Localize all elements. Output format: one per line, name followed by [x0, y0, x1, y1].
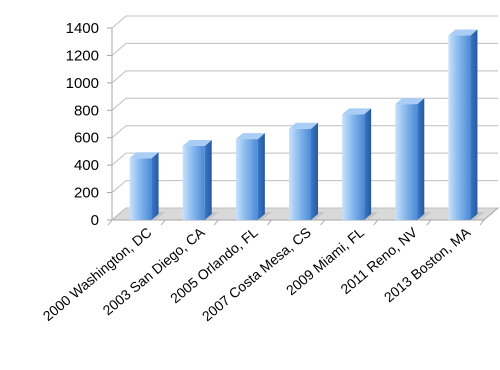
bar-front — [342, 114, 365, 220]
gridline — [111, 97, 498, 111]
y-tick-label: 1200 — [66, 47, 99, 64]
y-tick-label: 400 — [74, 157, 99, 174]
bar-side — [257, 133, 265, 220]
y-tick-label: 1000 — [66, 75, 99, 92]
y-tick-label: 200 — [74, 185, 99, 202]
x-tick-mark — [267, 219, 272, 226]
gridline — [111, 207, 498, 221]
bar-front — [448, 35, 471, 220]
bars — [129, 29, 485, 220]
x-tick-mark — [479, 219, 485, 226]
bar-side — [470, 29, 478, 220]
bar-front — [235, 139, 258, 220]
bar-top — [129, 152, 159, 159]
bar-top — [289, 122, 318, 129]
bar-top — [235, 133, 265, 140]
x-tick-label: 2003 San Diego, CA — [100, 224, 209, 319]
y-tick-label: 800 — [74, 102, 99, 119]
y-tick-label: 1400 — [66, 20, 99, 37]
gridlines — [111, 15, 498, 221]
gridline — [111, 125, 498, 139]
bar — [342, 108, 379, 220]
gridline — [111, 42, 498, 56]
y-axis: 0 200 400 600 800 1000 1200 1400 — [66, 20, 112, 229]
gridline — [111, 70, 498, 84]
bar — [235, 133, 272, 220]
x-tick-mark — [320, 219, 325, 226]
bar-top — [342, 108, 372, 115]
bar-side — [151, 152, 159, 220]
x-tick-mark — [426, 219, 432, 226]
bar — [395, 98, 432, 220]
bar-front — [395, 104, 418, 220]
gridline — [111, 15, 498, 29]
gridline — [111, 180, 498, 193]
bar-front — [129, 158, 152, 220]
bar-top — [182, 139, 212, 146]
gridline — [111, 152, 498, 166]
bar-side — [417, 98, 425, 220]
bar — [182, 139, 219, 220]
bar-front — [289, 128, 311, 220]
x-tick-mark — [160, 219, 166, 226]
bar-top — [448, 29, 478, 36]
bar — [448, 29, 485, 220]
x-tick-mark — [107, 219, 113, 226]
bar — [289, 122, 325, 220]
bar-top — [395, 98, 425, 105]
bar — [129, 152, 166, 220]
bar-side — [364, 108, 372, 220]
x-tick-mark — [373, 219, 379, 226]
bar-side — [311, 122, 318, 220]
y-tick-label: 0 — [91, 212, 99, 229]
bar-side — [204, 139, 212, 220]
x-tick-label: 2005 Orlando, FL — [167, 224, 261, 306]
y-tick-label: 600 — [74, 130, 99, 147]
x-tick-mark — [213, 219, 219, 226]
bar-front — [182, 145, 205, 220]
